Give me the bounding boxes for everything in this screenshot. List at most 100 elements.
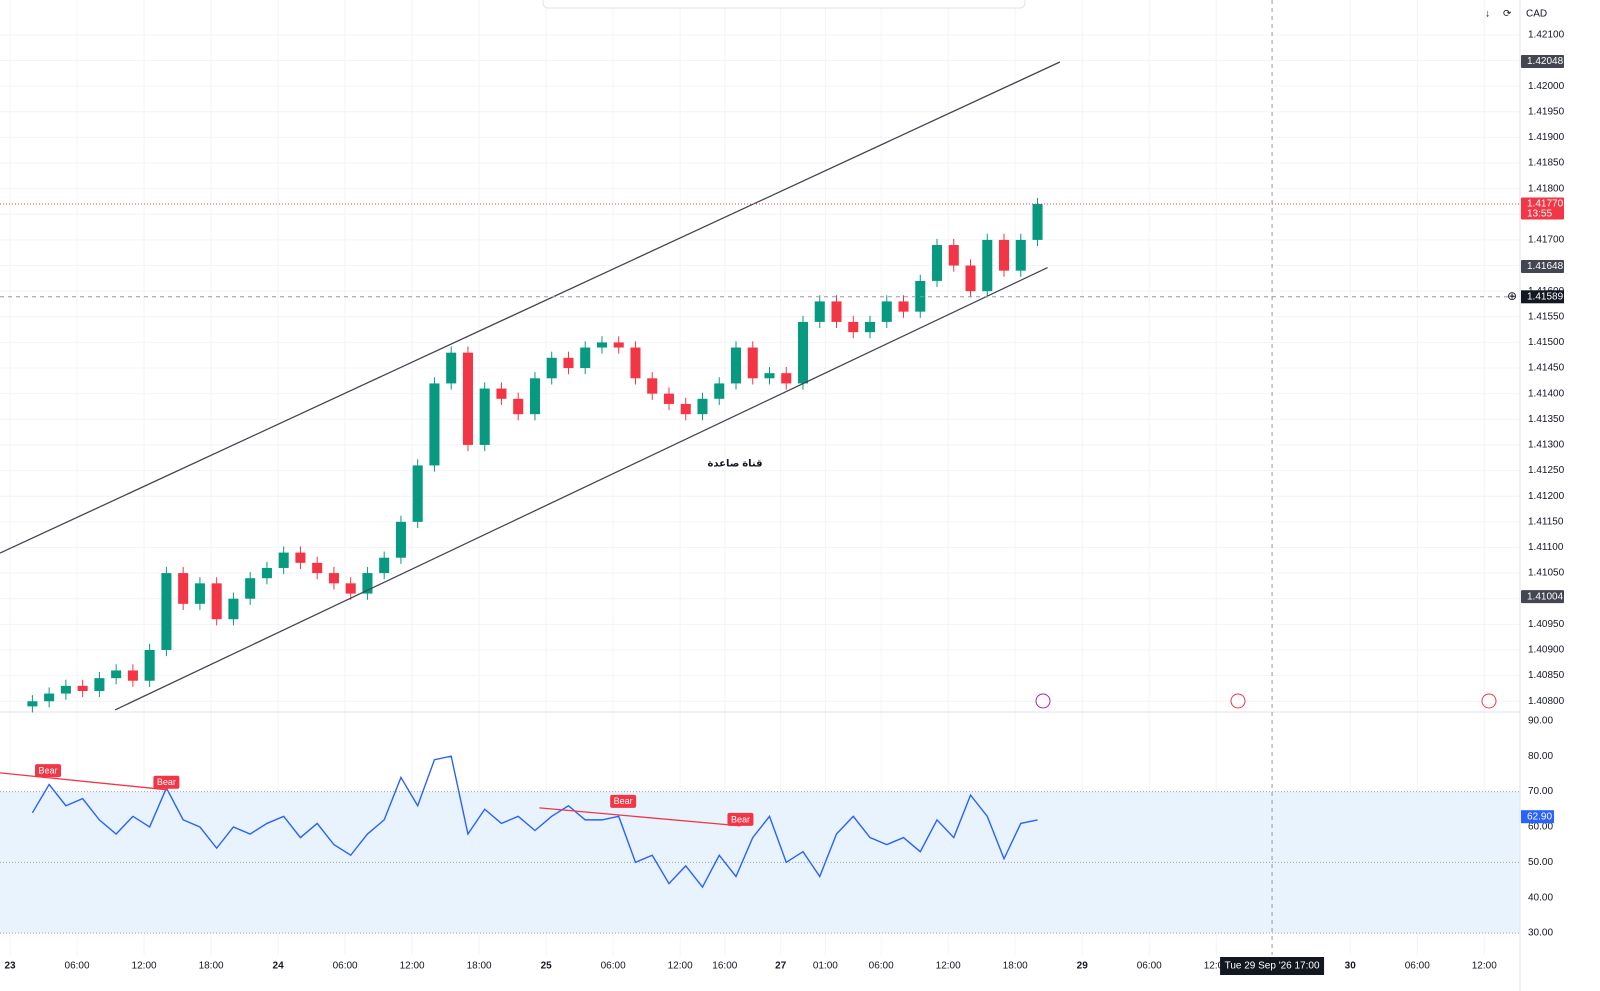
bear-marker: [727, 812, 754, 826]
price-label-sub: 13:55: [1527, 209, 1552, 220]
x-tick-label: 06:00: [333, 961, 358, 972]
y-tick-label: 30.00: [1528, 928, 1553, 939]
candle-body: [546, 357, 557, 379]
candle-body: [680, 403, 691, 415]
event-icon[interactable]: [1035, 693, 1051, 709]
y-tick-label: 1.40900: [1528, 645, 1565, 656]
candle-body: [178, 573, 189, 604]
y-tick-label: 70.00: [1528, 786, 1553, 797]
candle-body: [27, 701, 38, 707]
candle-body: [931, 245, 943, 281]
x-tick-label: 12:00: [936, 961, 961, 972]
candle-body: [848, 321, 859, 333]
candle-body: [345, 583, 356, 594]
background: [0, 0, 1520, 955]
y-tick-label: 1.41200: [1528, 491, 1565, 502]
download-icon[interactable]: ↓: [1485, 9, 1490, 20]
price-label: 1.42048: [1527, 56, 1564, 67]
price-label-bg: [1521, 590, 1564, 604]
x-tick-label: 18:00: [199, 961, 224, 972]
y-tick-label: 90.00: [1528, 715, 1553, 726]
y-tick-label: 1.41950: [1528, 106, 1565, 117]
y-tick-label: 80.00: [1528, 751, 1553, 762]
bear-marker: [35, 764, 62, 778]
candle-body: [295, 552, 306, 563]
divergence-line: [0, 772, 168, 791]
candle-body: [764, 373, 775, 379]
divergence-line: [539, 807, 741, 827]
channel-line: [0, 61, 1061, 554]
candle-body: [412, 465, 423, 522]
y-tick-label: 1.42100: [1528, 29, 1565, 40]
event-icon[interactable]: [1481, 693, 1497, 709]
candle-body: [781, 373, 792, 384]
candle-body: [864, 321, 876, 333]
candle-body: [647, 378, 658, 394]
candle-body: [513, 398, 524, 415]
bear-marker: [153, 775, 180, 789]
bear-label: Bear: [157, 777, 176, 787]
candle-body: [111, 670, 122, 679]
candle-body: [1015, 239, 1026, 271]
currency[interactable]: CAD: [1526, 9, 1547, 20]
candle-body: [814, 301, 825, 322]
candle-body: [714, 383, 725, 399]
x-tick-label: 30: [1345, 961, 1357, 972]
rsi-value-bg: [1521, 810, 1554, 824]
crosshair-x-label: Tue 29 Sep '26 17:00: [1225, 961, 1320, 972]
y-tick-label: 1.41850: [1528, 158, 1565, 169]
toolbar[interactable]: [542, 0, 1026, 9]
candle-body: [580, 347, 591, 369]
y-tick-label: 1.40950: [1528, 619, 1565, 630]
price-label-bg: [1521, 55, 1564, 69]
candle-body: [278, 552, 289, 568]
crosshair-plus: ⊕: [1507, 289, 1517, 303]
refresh-icon[interactable]: ⟳: [1503, 9, 1512, 20]
x-tick-label: 12:00: [1472, 961, 1497, 972]
candle-body: [362, 573, 373, 594]
candle-body: [479, 388, 490, 445]
candle-body: [697, 398, 708, 415]
candle-body: [663, 393, 675, 404]
y-tick-label: 50.00: [1528, 857, 1553, 868]
candle-body: [630, 347, 641, 379]
crosshair-y-label: 1.41589: [1527, 291, 1564, 302]
y-tick-label: 1.41400: [1528, 388, 1565, 399]
y-tick-label: 60.00: [1528, 822, 1553, 833]
candle-body: [596, 342, 607, 348]
channel-line: [114, 266, 1048, 711]
candle-body: [328, 573, 339, 584]
y-tick-label: 1.42000: [1528, 81, 1565, 92]
candle-body: [228, 598, 239, 620]
x-tick-label: 12:00: [400, 961, 425, 972]
crosshair-x-bg: [1220, 957, 1325, 975]
candle-body: [948, 245, 959, 266]
x-tick-label: 12:00: [668, 961, 693, 972]
y-tick-label: 1.41450: [1528, 363, 1565, 374]
rsi-value-label: 62.90: [1527, 811, 1552, 822]
candle-body: [898, 301, 909, 312]
candle-body: [194, 583, 205, 604]
x-tick-label: 24: [273, 961, 285, 972]
candle-body: [94, 678, 105, 691]
price-label: 1.41648: [1527, 261, 1564, 272]
candle-body: [44, 693, 55, 702]
candle-body: [730, 347, 742, 384]
y-tick-label: 1.41100: [1528, 542, 1564, 553]
event-icon[interactable]: [1230, 693, 1246, 709]
candle-body: [77, 685, 88, 691]
candle-body: [747, 347, 758, 379]
bear-label: Bear: [39, 765, 58, 775]
x-tick-label: 06:00: [869, 961, 894, 972]
candle-body: [312, 562, 323, 574]
candle-body: [245, 578, 256, 599]
bear-label: Bear: [731, 814, 750, 824]
y-tick-label: 1.41050: [1528, 568, 1565, 579]
candle-body: [831, 301, 842, 322]
annotation: قناة صاعدة: [708, 459, 763, 470]
price-label: 1.41004: [1527, 591, 1564, 602]
candle-body: [144, 649, 155, 681]
x-tick-label: 12:00: [132, 961, 157, 972]
